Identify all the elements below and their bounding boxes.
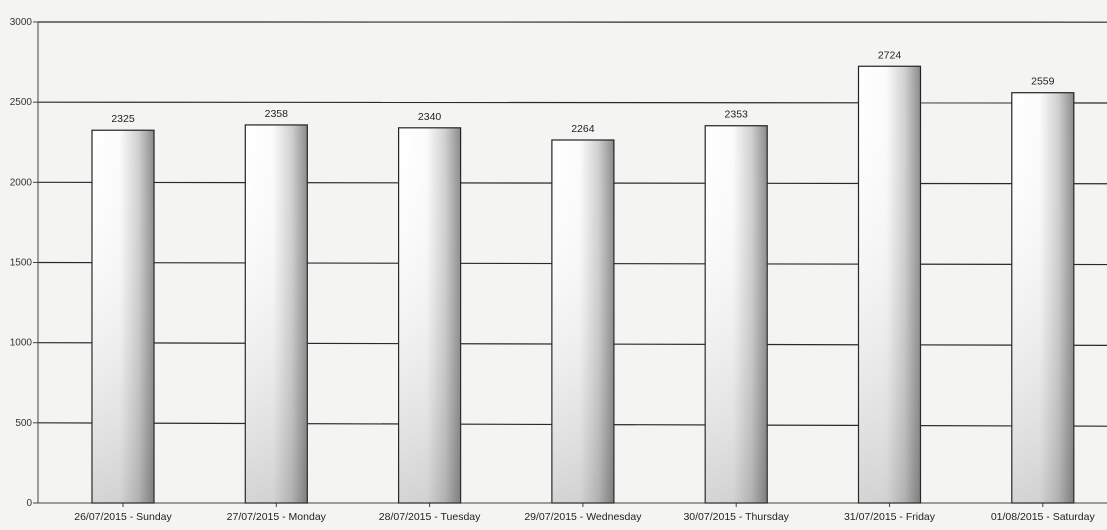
- bar-shade-4: [705, 125, 768, 504]
- labels: 2325 26/07/2015 - Sunday 2358 27/07/2015 - …: [74, 49, 1095, 523]
- y-tick-label-2500: 2500: [10, 97, 33, 108]
- x-tick-label-0: 26/07/2015 - Sunday: [74, 511, 172, 523]
- x-tick-label-6: 01/08/2015 - Saturday: [991, 511, 1096, 523]
- bar-shade-5: [858, 66, 921, 503]
- y-tick-label-1000: 1000: [10, 338, 33, 349]
- bar-shade-0: [92, 130, 154, 503]
- bar-shade-1: [245, 124, 308, 504]
- bar-shade-3: [551, 140, 614, 503]
- data-label-0: 2325: [111, 113, 135, 125]
- data-label-2: 2340: [418, 111, 442, 123]
- x-tick-label-1: 27/07/2015 - Monday: [227, 511, 327, 523]
- y-tick-label-1500: 1500: [10, 258, 33, 269]
- y-tick-label-0: 0: [26, 498, 32, 509]
- data-label-5: 2724: [878, 49, 902, 61]
- y-tick-label-3000: 3000: [10, 17, 33, 28]
- gridline-2500: [37, 101, 1107, 104]
- bar-shade-2: [398, 127, 461, 503]
- bar-shade-6: [1011, 92, 1074, 503]
- data-label-1: 2358: [265, 108, 289, 120]
- x-tick-label-3: 29/07/2015 - Wednesday: [524, 511, 642, 523]
- data-label-3: 2264: [571, 123, 595, 135]
- bars: [91, 65, 1075, 504]
- x-tick-label-5: 31/07/2015 - Friday: [844, 511, 936, 523]
- x-tick-label-2: 28/07/2015 - Tuesday: [379, 511, 481, 523]
- y-tick-label-500: 500: [15, 418, 32, 429]
- x-tick-label-4: 30/07/2015 - Thursday: [683, 511, 789, 523]
- data-label-4: 2353: [725, 109, 749, 121]
- data-label-6: 2559: [1031, 76, 1055, 88]
- y-tick-label-2000: 2000: [10, 177, 33, 188]
